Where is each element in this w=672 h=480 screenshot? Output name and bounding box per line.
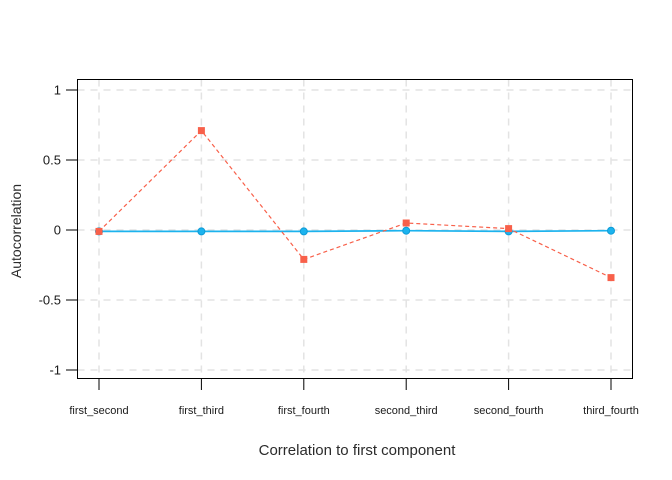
x-tick-label: third_fourth (583, 405, 639, 417)
data-point-red-dashed-squares (300, 255, 308, 263)
data-point-blue-solid-circles (607, 226, 615, 235)
y-tick-label: -0.5 (39, 293, 61, 308)
x-tick-label: first_third (179, 405, 224, 417)
x-tick-label: first_fourth (278, 405, 330, 417)
data-point-red-dashed-squares (95, 227, 103, 235)
y-tick-label: -1 (49, 363, 61, 378)
y-tick-label: 1 (54, 83, 61, 98)
y-tick-label: 0.5 (43, 153, 61, 168)
x-tick-label: first_second (69, 405, 128, 417)
y-axis-title: Autocorrelation (8, 183, 24, 279)
data-point-blue-solid-circles (197, 227, 206, 236)
data-point-blue-solid-circles (299, 227, 308, 236)
x-axis-title: Correlation to first component (258, 442, 456, 459)
series-line-blue-solid-circles (99, 229, 612, 233)
data-point-blue-solid-circles (402, 226, 411, 235)
plot-border (77, 79, 633, 379)
x-tick-label: second_third (375, 405, 438, 417)
data-point-red-dashed-squares (607, 274, 615, 282)
data-point-red-dashed-squares (505, 225, 513, 233)
x-tick-label: second_fourth (474, 405, 544, 417)
series-line-red-dashed-squares (98, 129, 612, 279)
data-point-red-dashed-squares (402, 219, 410, 227)
y-tick-label: 0 (54, 223, 61, 238)
data-point-red-dashed-squares (197, 127, 205, 135)
